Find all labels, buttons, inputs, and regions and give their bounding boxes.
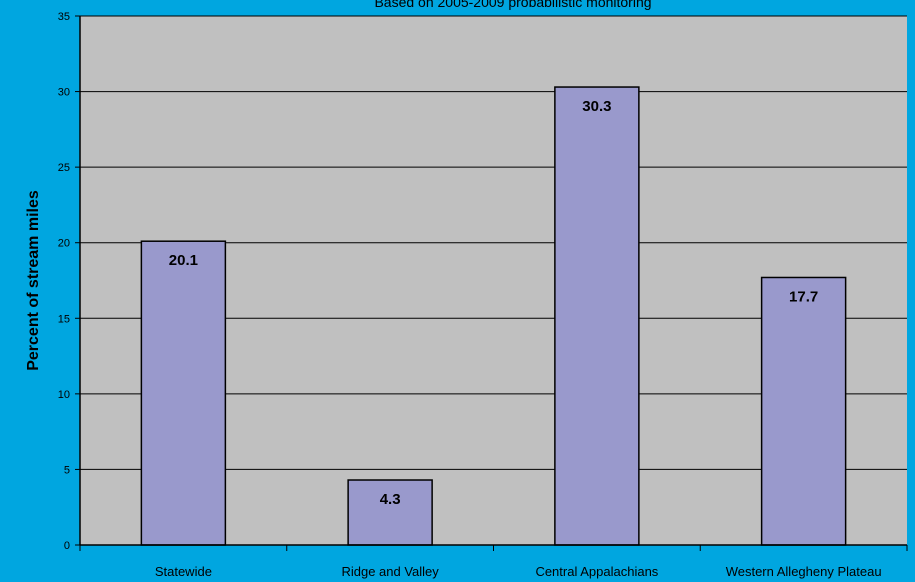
x-tick-labels: Statewide Ridge and Valley Central Appalac… [155, 564, 882, 579]
chart-subtitle: Based on 2005-2009 probabilistic monitor… [374, 0, 651, 10]
y-tick-label: 0 [64, 540, 70, 552]
x-tick-label: Ridge and Valley [341, 564, 439, 579]
y-tick-label: 25 [58, 162, 70, 174]
data-label: 4.3 [380, 491, 401, 508]
data-labels: 20.1 4.3 30.3 17.7 [169, 98, 818, 508]
data-label: 17.7 [789, 288, 818, 305]
bar [347, 479, 433, 546]
x-tick-label: Central Appalachians [535, 564, 658, 579]
y-tick-label: 35 [58, 11, 70, 23]
y-axis-label: Percent of stream miles [25, 190, 42, 371]
x-tick-label: Statewide [155, 564, 212, 579]
y-tick-label: 5 [64, 464, 70, 476]
data-label: 30.3 [582, 98, 611, 115]
y-tick-label: 15 [58, 313, 70, 325]
x-tick-label: Western Allegheny Plateau [726, 564, 882, 579]
data-label: 20.1 [169, 252, 198, 269]
bar [140, 240, 227, 546]
y-tick-labels: 0 5 10 15 20 25 30 35 [58, 11, 70, 552]
axes [75, 15, 908, 551]
y-tick-label: 20 [58, 238, 70, 250]
bar [554, 86, 640, 546]
y-tick-label: 30 [58, 87, 70, 99]
bar [760, 276, 847, 546]
y-tick-label: 10 [58, 389, 70, 401]
